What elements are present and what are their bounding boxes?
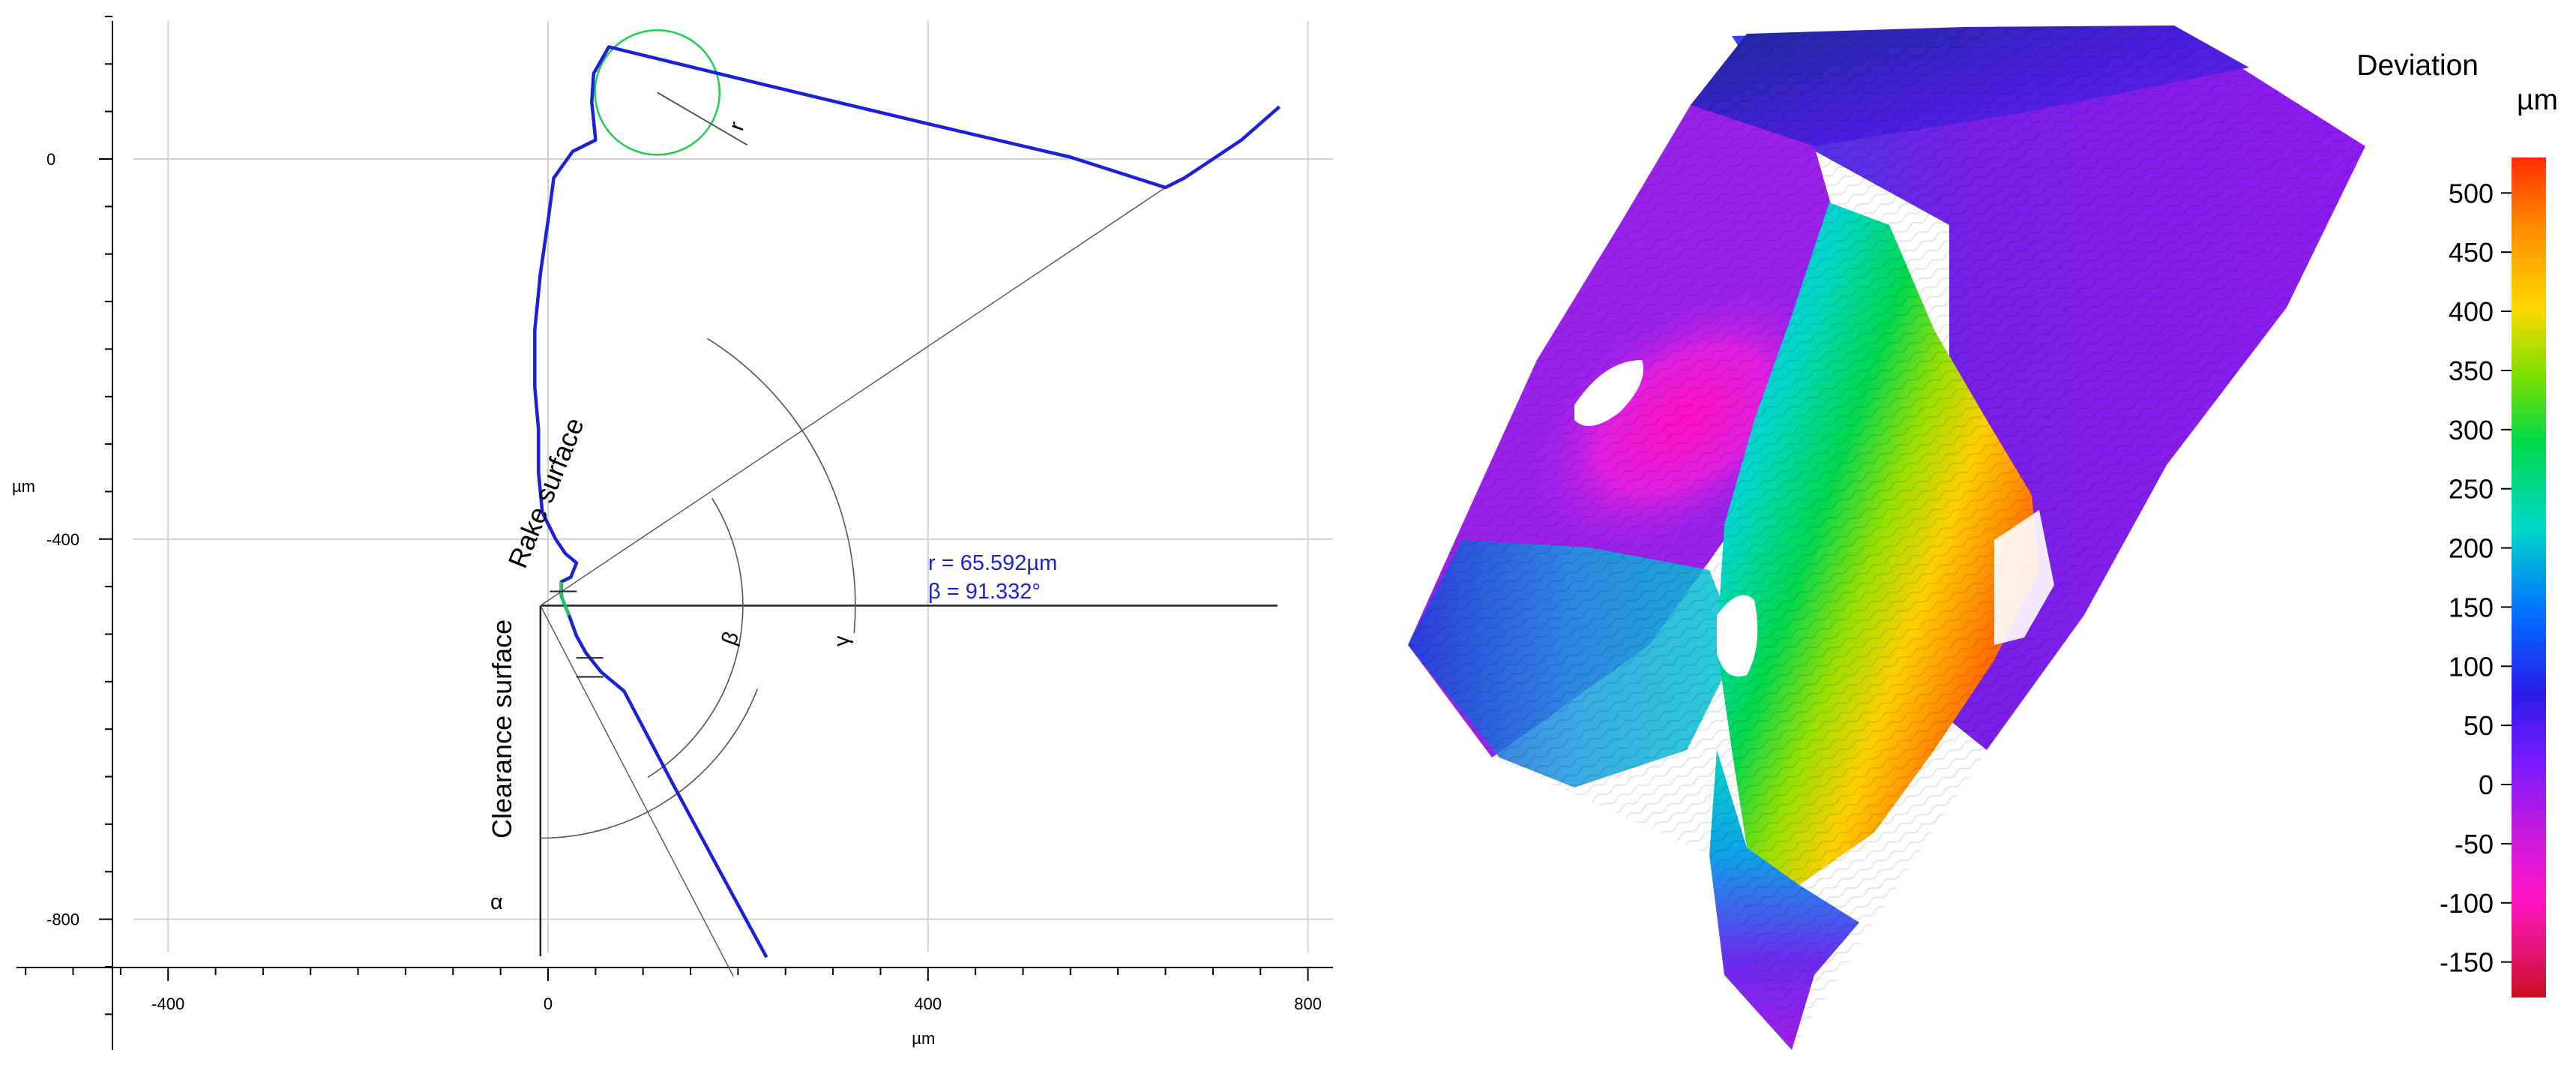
edge-radius-circle (594, 28, 721, 156)
clearance-surface-label: Clearance surface (487, 620, 517, 838)
profile-fit-segment (559, 581, 571, 616)
beta-arc (647, 497, 744, 778)
colorbar-tick-label: -50 (2455, 829, 2494, 860)
colorbar-tick-label: -100 (2440, 888, 2494, 919)
radius-readout: r = 65.592µm (928, 551, 1057, 575)
y-axis-label: µm (12, 477, 35, 496)
profile-chart: -400 0 400 800 0 -400 -800 µm µm Rake surface Cle… (12, 15, 1333, 1050)
x-axis-label: µm (912, 1029, 935, 1048)
colorbar-tick-label: 200 (2449, 533, 2494, 564)
annotations: Rake surface Clearance surface r = 65.592µ… (487, 118, 1057, 914)
colorbar-title: Deviation (2356, 50, 2479, 82)
x-tick-label: 400 (914, 994, 942, 1013)
x-tick-label: 800 (1294, 994, 1322, 1013)
colorbar-tick-label: -150 (2440, 947, 2494, 978)
colorbar-tick-label: 300 (2449, 415, 2494, 446)
surface-texture (1408, 26, 2365, 1050)
y-tick-label: -400 (46, 530, 79, 549)
axes: -400 0 400 800 0 -400 -800 µm µm (12, 15, 1333, 1050)
clearance-tangent-line (540, 605, 734, 976)
alpha-arc (540, 688, 759, 839)
colorbar-tick-label: 500 (2449, 178, 2494, 208)
radius-indicator (657, 92, 748, 146)
colorbar-tick-label: 150 (2449, 592, 2494, 622)
x-tick-label: 0 (544, 994, 553, 1013)
angle-construction (539, 28, 1278, 976)
colorbar-tick-label: 400 (2449, 296, 2494, 327)
alpha-symbol: α (490, 890, 503, 914)
radius-symbol: r (725, 118, 750, 134)
colorbar-tick-label: 250 (2449, 474, 2494, 505)
grid-lines (133, 21, 1333, 952)
profile-line (533, 45, 1281, 958)
gamma-symbol: γ (830, 635, 854, 646)
surface-hole-lower (1717, 595, 1758, 676)
deviation-surface-chart: Deviation µm 500450400350300250200150100… (1408, 26, 2558, 1050)
beta-symbol: β (717, 628, 744, 649)
surface-hole-upper (1574, 360, 1643, 426)
deviation-surface (1408, 26, 2365, 1050)
colorbar-ticks: 500450400350300250200150100500-50-100-15… (2440, 178, 2512, 978)
colorbar-tick-label: 0 (2479, 770, 2494, 800)
colorbar-tick-label: 450 (2449, 237, 2494, 268)
beta-readout: β = 91.332° (928, 580, 1041, 604)
surface-gap (1994, 510, 2054, 645)
rake-tangent-line (540, 187, 1166, 607)
rake-surface-label: Rake surface (502, 413, 589, 572)
profile-series (533, 45, 1281, 958)
colorbar-tick-label: 100 (2449, 651, 2494, 682)
colorbar-unit: µm (2517, 84, 2558, 116)
gamma-arc (707, 338, 856, 634)
y-tick-label: -800 (46, 910, 79, 929)
colorbar-tick-label: 50 (2464, 710, 2494, 741)
colorbar: Deviation µm 500450400350300250200150100… (2356, 50, 2558, 998)
y-tick-label: 0 (46, 150, 55, 169)
colorbar-tick-label: 350 (2449, 356, 2494, 386)
x-tick-label: -400 (151, 994, 184, 1013)
colorbar-gradient (2512, 158, 2546, 998)
